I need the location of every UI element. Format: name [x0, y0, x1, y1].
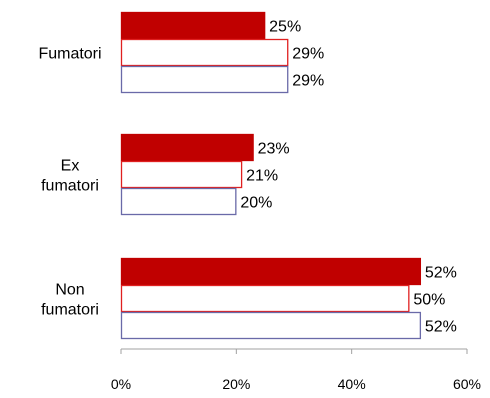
category-label-line: Non [55, 282, 84, 299]
x-tick-label-0: 0% [111, 376, 131, 392]
x-tick-label-1: 20% [222, 376, 250, 392]
x-axis: 0% 20% 40% 60% [111, 348, 481, 392]
x-tick-label-2: 40% [338, 376, 366, 392]
bar-1-0 [120, 133, 254, 162]
category-label-line: fumatori [41, 178, 99, 195]
data-label-0-2: 29% [292, 73, 324, 90]
data-label-1-0: 23% [258, 141, 290, 158]
bar-0-2 [120, 65, 289, 94]
data-labels-group: 25% 29% 29% 23% 21% 20% 52% 50% 52% [240, 19, 457, 336]
category-label-2: Non fumatori [41, 282, 99, 319]
bars-group [120, 11, 422, 340]
category-label-line: Ex [61, 158, 80, 175]
bar-2-0 [120, 257, 422, 286]
category-label-line: Fumatori [38, 46, 101, 63]
data-label-1-1: 21% [246, 168, 278, 185]
bar-0-1 [120, 38, 289, 67]
category-labels-group: Fumatori Ex fumatori Non fumatori [38, 46, 101, 319]
category-label-line: fumatori [41, 302, 99, 319]
bar-1-2 [120, 187, 237, 216]
data-label-1-2: 20% [240, 195, 272, 212]
bar-1-1 [120, 160, 243, 189]
data-label-0-1: 29% [292, 46, 324, 63]
bar-2-2 [120, 311, 422, 340]
data-label-2-2: 52% [425, 319, 457, 336]
x-tick-label-3: 60% [453, 376, 481, 392]
bar-2-1 [120, 284, 410, 313]
data-label-0-0: 25% [269, 19, 301, 36]
bar-0-0 [120, 11, 266, 40]
category-label-1: Ex fumatori [41, 158, 99, 195]
data-label-2-0: 52% [425, 265, 457, 282]
category-label-0: Fumatori [38, 46, 101, 63]
data-label-2-1: 50% [413, 292, 445, 309]
